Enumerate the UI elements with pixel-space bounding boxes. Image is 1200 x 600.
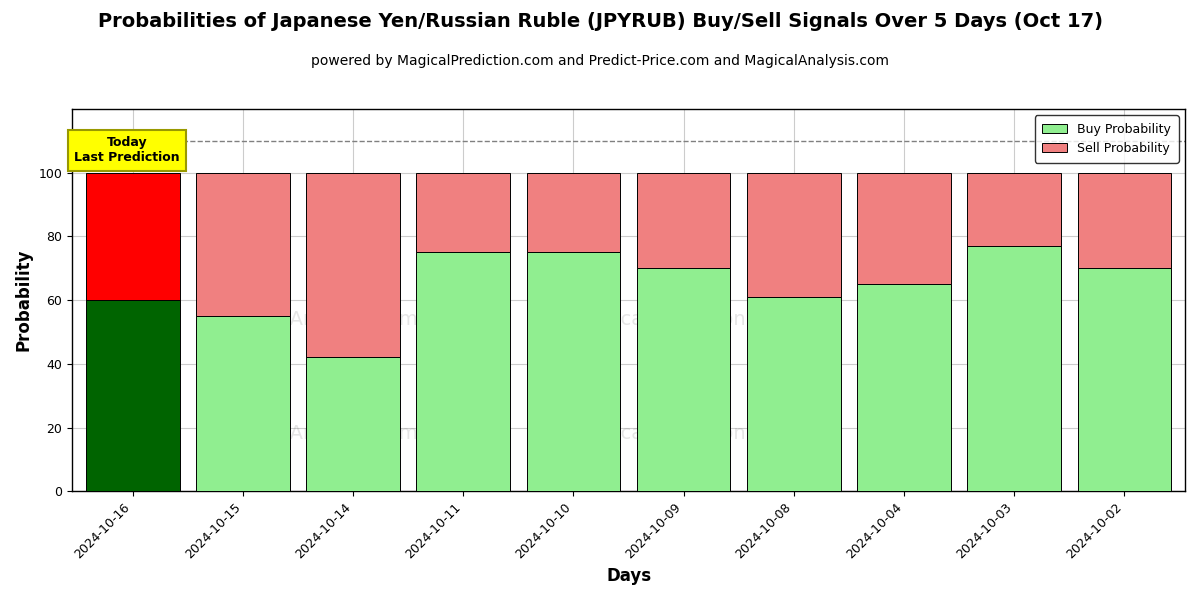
- Bar: [527, 173, 620, 253]
- Bar: [748, 173, 841, 297]
- Bar: [86, 300, 180, 491]
- X-axis label: Days: Days: [606, 567, 652, 585]
- Text: MagicalPrediction.com: MagicalPrediction.com: [575, 310, 794, 329]
- Bar: [196, 173, 289, 316]
- Bar: [637, 173, 731, 268]
- Bar: [967, 246, 1061, 491]
- Bar: [306, 358, 400, 491]
- Bar: [967, 173, 1061, 246]
- Text: MagicalAnalysis.com: MagicalAnalysis.com: [216, 424, 419, 443]
- Bar: [637, 268, 731, 491]
- Bar: [416, 173, 510, 253]
- Text: powered by MagicalPrediction.com and Predict-Price.com and MagicalAnalysis.com: powered by MagicalPrediction.com and Pre…: [311, 54, 889, 68]
- Bar: [527, 253, 620, 491]
- Bar: [196, 316, 289, 491]
- Text: Probabilities of Japanese Yen/Russian Ruble (JPYRUB) Buy/Sell Signals Over 5 Day: Probabilities of Japanese Yen/Russian Ru…: [97, 12, 1103, 31]
- Y-axis label: Probability: Probability: [16, 249, 34, 352]
- Bar: [86, 173, 180, 300]
- Text: MagicalAnalysis.com: MagicalAnalysis.com: [216, 310, 419, 329]
- Bar: [857, 173, 950, 284]
- Bar: [416, 253, 510, 491]
- Bar: [1078, 268, 1171, 491]
- Bar: [306, 173, 400, 358]
- Bar: [1078, 173, 1171, 268]
- Text: Today
Last Prediction: Today Last Prediction: [74, 136, 180, 164]
- Bar: [748, 297, 841, 491]
- Bar: [857, 284, 950, 491]
- Text: MagicalPrediction.com: MagicalPrediction.com: [575, 424, 794, 443]
- Legend: Buy Probability, Sell Probability: Buy Probability, Sell Probability: [1034, 115, 1178, 163]
